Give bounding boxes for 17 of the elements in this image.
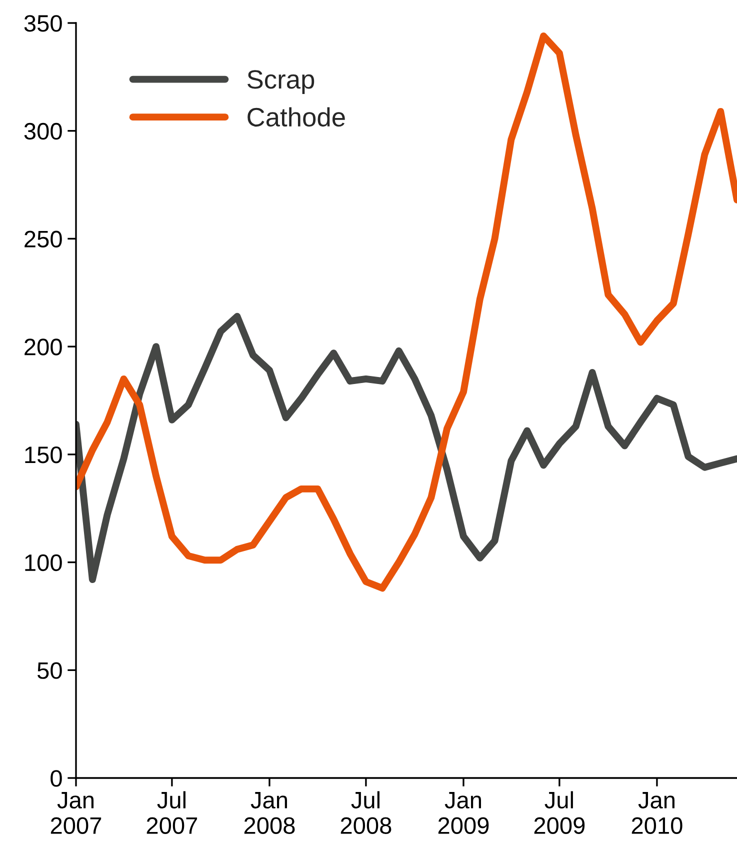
y-tick-label: 150 xyxy=(25,446,62,464)
y-tick-label: 300 xyxy=(24,122,62,140)
y-tick-label: 200 xyxy=(24,338,62,356)
x-tick-label: Jan 2008 xyxy=(244,792,295,834)
y-tick-label: 250 xyxy=(24,230,62,248)
x-tick-label: Jan 2007 xyxy=(50,792,102,834)
y-tick-label: 100 xyxy=(25,554,62,572)
y-tick-label: 50 xyxy=(37,662,62,679)
legend-label: Scrap xyxy=(247,70,314,94)
x-tick-label: Jul 2009 xyxy=(534,791,585,834)
x-tick-label: Jul 2008 xyxy=(340,791,392,834)
x-tick-label: Jul 2007 xyxy=(146,791,198,834)
legend-label: Cathode xyxy=(248,107,345,127)
x-tick-label: Jan 2009 xyxy=(438,792,489,834)
y-tick-label: 0 xyxy=(50,770,62,787)
x-tick-label: Jan 2010 xyxy=(632,792,682,834)
y-tick-label: 350 xyxy=(24,15,62,32)
